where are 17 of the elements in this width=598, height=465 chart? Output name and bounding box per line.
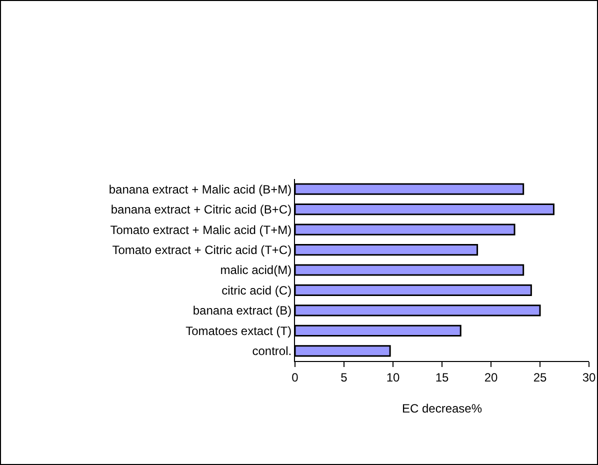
- x-tick-label: 30: [582, 370, 596, 384]
- y-tick-label: citric acid (C): [222, 283, 292, 298]
- y-tick-label: Tomatoes extact (T): [186, 324, 292, 338]
- x-tick-label: 20: [484, 370, 498, 384]
- x-tick-label: 15: [435, 370, 449, 384]
- y-tick-label: banana extract + Malic acid (B+M): [108, 182, 292, 196]
- x-tick-label: 0: [292, 370, 299, 384]
- x-axis-title: EC decrease%: [402, 401, 482, 416]
- y-tick-label: Tomato extract + Citric acid (T+C): [112, 242, 292, 257]
- x-tick-label: 10: [386, 370, 400, 384]
- y-tick-label: malic acid(M): [220, 263, 292, 278]
- y-tick-label: banana extract + Citric acid (B+C): [110, 202, 292, 217]
- y-tick-label: banana extract (B): [192, 304, 292, 318]
- y-tick-label: Tomato extract + Malic acid (T+M): [110, 222, 292, 237]
- x-tick-label: 5: [340, 370, 348, 384]
- x-tick-label: 25: [533, 370, 547, 384]
- y-tick-label: control.: [252, 344, 292, 358]
